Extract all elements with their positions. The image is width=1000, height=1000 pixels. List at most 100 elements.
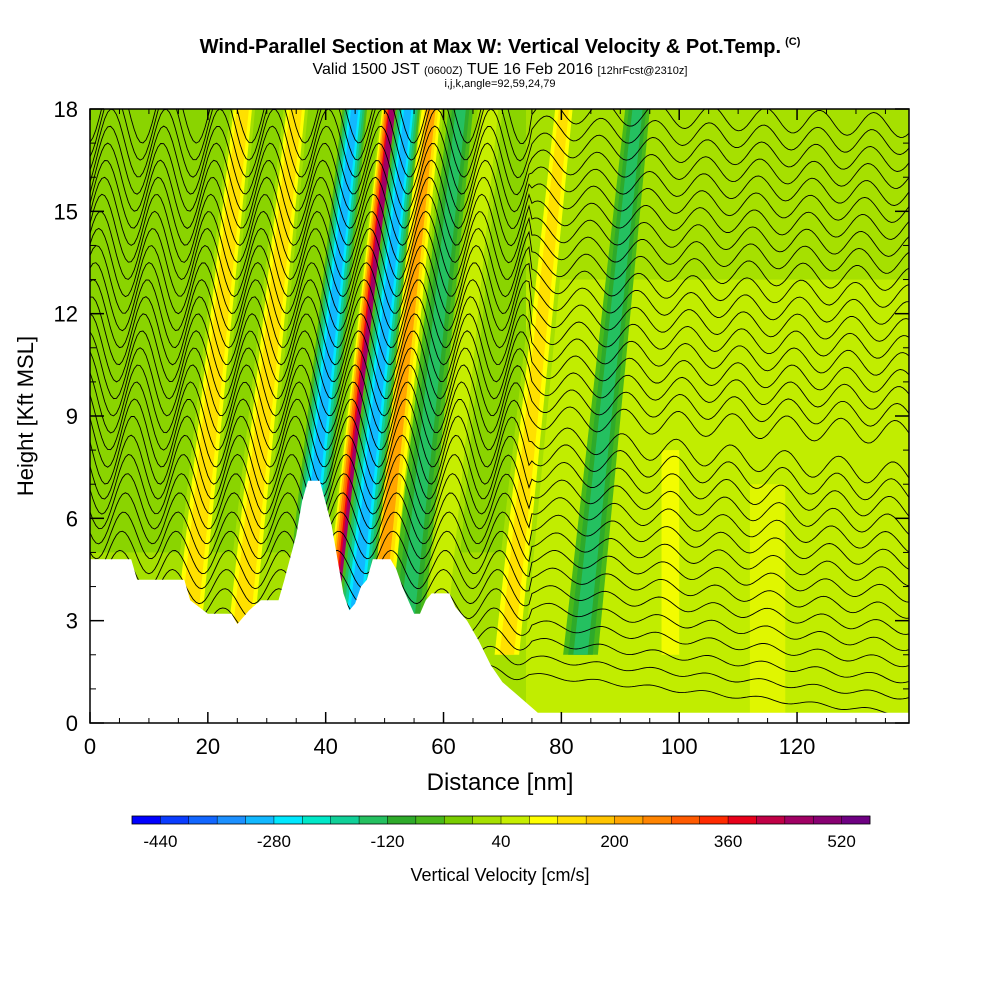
colorbar: -440 -280 -120 40 200 360 520 xyxy=(131,815,871,851)
colorbar-swatch xyxy=(813,816,842,824)
theta-contour xyxy=(90,434,909,517)
colorbar-swatch xyxy=(415,816,445,824)
colorbar-tick-label: 200 xyxy=(600,832,628,851)
theta-contour xyxy=(90,398,909,484)
x-tick-label: 120 xyxy=(779,734,816,759)
theta-contour xyxy=(90,142,909,213)
colorbar-swatch xyxy=(330,816,360,824)
colorbar-swatch xyxy=(529,816,559,824)
updraft-band-5 xyxy=(499,109,569,655)
colorbar-swatch xyxy=(387,816,417,824)
colorbar-swatch xyxy=(671,816,700,824)
colorbar-swatch xyxy=(501,816,530,824)
chart-subtitle: Valid 1500 JST (0600Z) TUE 16 Feb 2016 [… xyxy=(0,61,1000,79)
colorbar-swatch xyxy=(359,816,388,824)
colorbar-swatch xyxy=(160,816,190,824)
colorbar-tick-label: -440 xyxy=(143,832,177,851)
y-tick-label: 9 xyxy=(66,404,78,429)
axes: 0 20 40 60 80 100 120 0 3 6 9 12 15 18 xyxy=(54,97,910,759)
theta-contour xyxy=(90,193,909,264)
theta-contour xyxy=(90,511,909,587)
theta-contour xyxy=(90,109,909,144)
chart-title-text: Wind-Parallel Section at Max W: Vertical… xyxy=(199,36,782,58)
colorbar-swatch xyxy=(245,816,275,824)
theta-contour xyxy=(90,569,909,635)
colorbar-swatch xyxy=(444,816,473,824)
subtitle-date: TUE 16 Feb 2016 xyxy=(466,61,593,78)
colorbar-swatch xyxy=(841,816,871,824)
colorbar-swatch xyxy=(273,816,303,824)
colorbar-tick-label: 40 xyxy=(492,832,511,851)
theta-contour xyxy=(90,244,909,315)
theta-contour xyxy=(90,588,909,652)
colorbar-swatch xyxy=(586,816,615,824)
subtitle-forecast: [12hrFcst@2310z] xyxy=(597,65,688,77)
terrain xyxy=(90,480,909,723)
downdraft-band-3 xyxy=(573,109,643,655)
downdraft-band-1 xyxy=(345,109,412,655)
theta-contour xyxy=(90,210,909,281)
y-tick-label: 15 xyxy=(54,199,78,224)
subtitle-zulu: (0600Z) xyxy=(424,65,463,77)
colorbar-swatch xyxy=(756,816,786,824)
updraft-band-1 xyxy=(230,109,302,655)
subtitle-valid: Valid 1500 JST xyxy=(312,61,420,78)
theta-contour xyxy=(90,347,909,417)
y-tick-label: 0 xyxy=(66,711,78,736)
theta-contour xyxy=(90,125,909,196)
chart-title: Wind-Parallel Section at Max W: Vertical… xyxy=(0,36,1000,59)
theta-contour xyxy=(90,296,909,366)
colorbar-tick-label: -280 xyxy=(257,832,291,851)
y-tick-label: 3 xyxy=(66,609,78,634)
updraft-band-4 xyxy=(421,109,499,655)
colorbar-swatch xyxy=(784,816,814,824)
x-tick-label: 60 xyxy=(431,734,455,759)
chart-title-mark: (C) xyxy=(785,36,801,48)
updraft-band-3 xyxy=(368,109,436,655)
colorbar-tick-label: -120 xyxy=(370,832,404,851)
x-axis-label: Distance [nm] xyxy=(427,769,574,796)
colorbar-tick-label: 520 xyxy=(827,832,855,851)
theta-contour xyxy=(90,530,909,603)
colorbar-swatch xyxy=(302,816,331,824)
colorbar-swatch xyxy=(642,816,672,824)
theta-contour xyxy=(90,364,909,434)
theta-contour xyxy=(90,473,909,553)
theta-contour xyxy=(90,381,909,451)
y-axis-label: Height [Kft MSL] xyxy=(13,336,38,496)
theta-contour xyxy=(90,227,909,298)
x-tick-label: 100 xyxy=(661,734,698,759)
theta-contour xyxy=(90,109,909,162)
theta-contour xyxy=(90,607,909,668)
colorbar-tick-label: 360 xyxy=(714,832,742,851)
updraft-band-0 xyxy=(177,109,249,655)
x-tick-label: 80 xyxy=(549,734,573,759)
y-tick-label: 6 xyxy=(66,506,78,531)
field-region-yellow2 xyxy=(749,484,786,713)
colorbar-swatch xyxy=(728,816,757,824)
y-tick-label: 12 xyxy=(54,302,78,327)
theta-contour xyxy=(90,415,909,501)
theta-contour xyxy=(90,549,909,619)
theta-contour xyxy=(90,492,909,570)
colorbar-swatch xyxy=(614,816,644,824)
theta-contour xyxy=(90,453,909,535)
y-tick-label: 18 xyxy=(54,97,78,122)
colorbar-swatch xyxy=(472,816,502,824)
theta-contour xyxy=(90,279,909,349)
x-tick-label: 20 xyxy=(196,734,220,759)
theta-contour xyxy=(90,313,909,383)
plot-area xyxy=(90,109,909,723)
chart-subtitle-indices: i,j,k,angle=92,59,24,79 xyxy=(444,78,556,90)
colorbar-swatch xyxy=(132,816,161,824)
theta-contour xyxy=(90,261,909,332)
colorbar-swatch xyxy=(217,816,246,824)
field-region-yellow xyxy=(661,450,680,655)
colorbar-swatch xyxy=(557,816,587,824)
theta-contour xyxy=(90,176,909,247)
theta-contour xyxy=(90,159,909,229)
x-tick-label: 0 xyxy=(84,734,96,759)
colorbar-swatch xyxy=(699,816,729,824)
theta-contour xyxy=(90,109,909,179)
